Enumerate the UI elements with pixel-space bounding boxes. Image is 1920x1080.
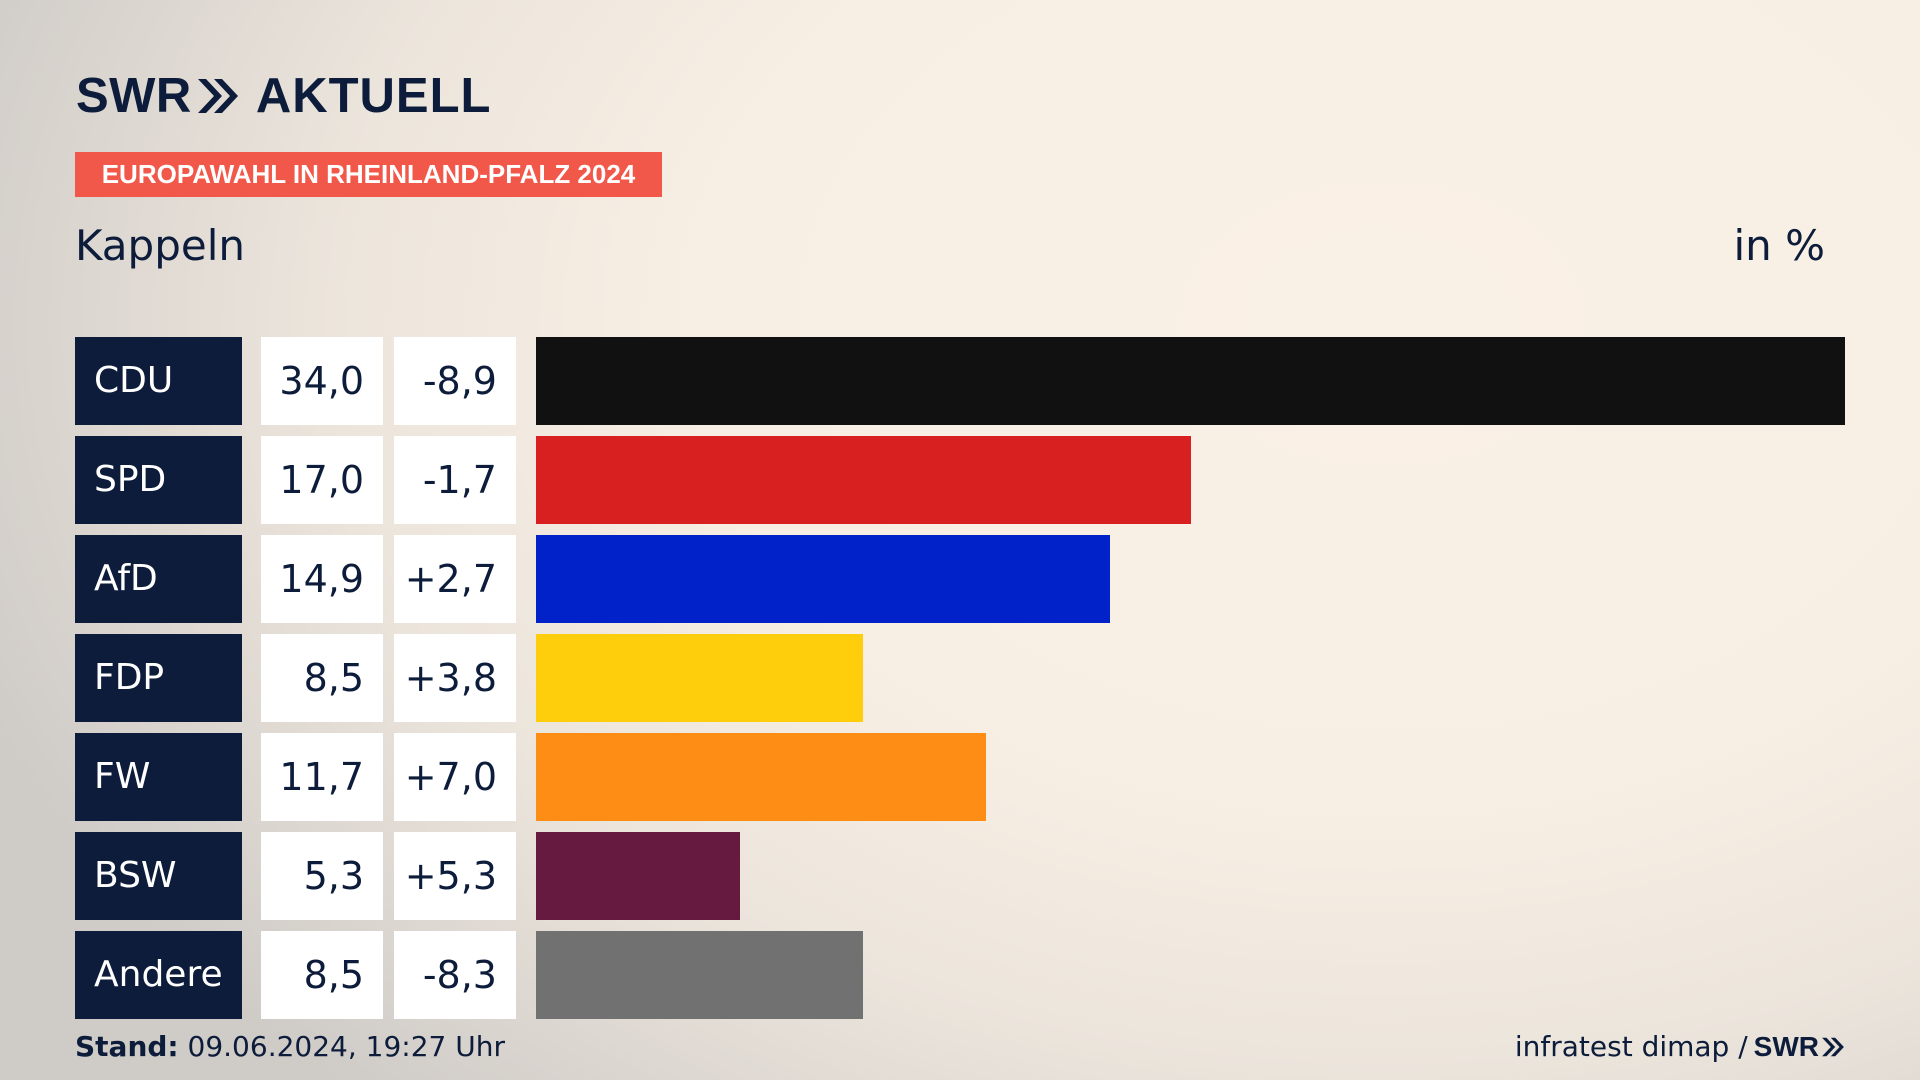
result-row: CDU 34,0 -8,9	[75, 337, 1845, 425]
party-label: SPD	[75, 436, 242, 524]
value-label: 8,5	[261, 931, 383, 1019]
bar-cdu	[536, 337, 1845, 425]
swr-footer-logo: SWR	[1754, 1031, 1845, 1063]
swr-aktuell-logo: SWR AKTUELL	[76, 68, 491, 124]
result-row: FDP 8,5 +3,8	[75, 634, 1845, 722]
bar-fw	[536, 733, 986, 821]
party-label: AfD	[75, 535, 242, 623]
diff-label: +7,0	[394, 733, 516, 821]
party-label: CDU	[75, 337, 242, 425]
value-label: 8,5	[261, 634, 383, 722]
result-row: FW 11,7 +7,0	[75, 733, 1845, 821]
party-label: FDP	[75, 634, 242, 722]
value-label: 5,3	[261, 832, 383, 920]
unit-label: in %	[1733, 221, 1825, 270]
swr-footer-logo-text: SWR	[1753, 1030, 1819, 1062]
result-row: BSW 5,3 +5,3	[75, 832, 1845, 920]
stand-label: Stand:	[75, 1030, 179, 1063]
logo-swr-text: SWR	[76, 69, 192, 123]
election-tag: EUROPAWAHL IN RHEINLAND-PFALZ 2024	[75, 152, 662, 197]
source-credit: infratest dimap / SWR	[1515, 1030, 1845, 1063]
bar-andere	[536, 931, 863, 1019]
timestamp: Stand: 09.06.2024, 19:27 Uhr	[75, 1030, 505, 1063]
party-label: Andere	[75, 931, 242, 1019]
diff-label: -1,7	[394, 436, 516, 524]
stand-value: 09.06.2024, 19:27 Uhr	[187, 1030, 505, 1063]
bar-bsw	[536, 832, 740, 920]
party-label: BSW	[75, 832, 242, 920]
bar-fdp	[536, 634, 863, 722]
diff-label: -8,3	[394, 931, 516, 1019]
bar-spd	[536, 436, 1191, 524]
diff-label: -8,9	[394, 337, 516, 425]
diff-label: +5,3	[394, 832, 516, 920]
results-chart: CDU 34,0 -8,9 SPD 17,0 -1,7 AfD 14,9 +2,7 FDP 8,5 +…	[75, 337, 1845, 1030]
result-row: Andere 8,5 -8,3	[75, 931, 1845, 1019]
diff-label: +3,8	[394, 634, 516, 722]
result-row: SPD 17,0 -1,7	[75, 436, 1845, 524]
value-label: 14,9	[261, 535, 383, 623]
source-text: infratest dimap /	[1514, 1030, 1748, 1063]
bar-afd	[536, 535, 1110, 623]
result-row: AfD 14,9 +2,7	[75, 535, 1845, 623]
value-label: 17,0	[261, 436, 383, 524]
party-label: FW	[75, 733, 242, 821]
page-title: Kappeln	[75, 221, 245, 270]
double-chevron-small-icon	[1822, 1037, 1844, 1056]
logo-aktuell-text: AKTUELL	[255, 69, 492, 123]
value-label: 34,0	[261, 337, 383, 425]
diff-label: +2,7	[394, 535, 516, 623]
double-chevron-icon	[197, 79, 238, 113]
value-label: 11,7	[261, 733, 383, 821]
